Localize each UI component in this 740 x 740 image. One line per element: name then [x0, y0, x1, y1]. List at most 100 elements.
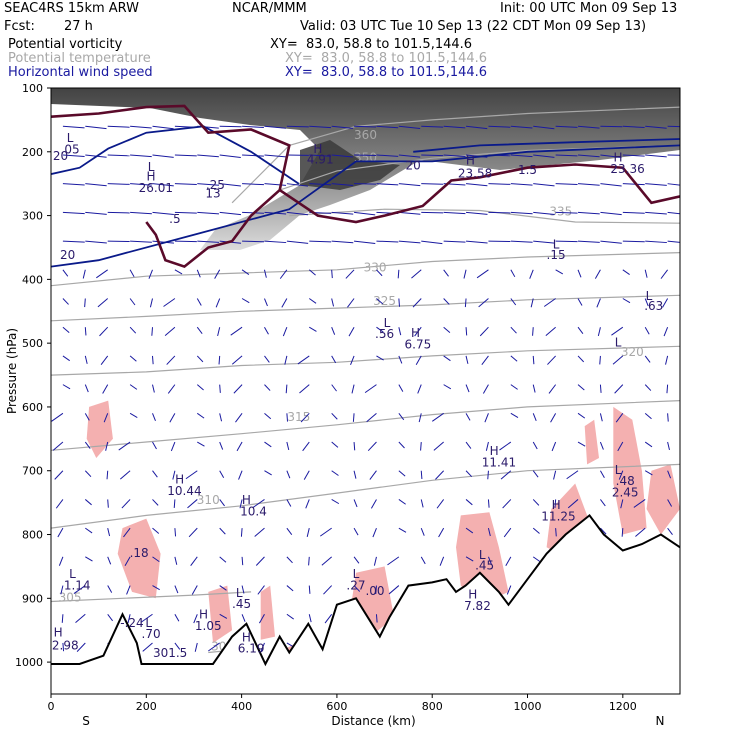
- wind-arrow-301: [532, 413, 537, 421]
- wind-arrow-184: [412, 298, 422, 308]
- theta-isentrope-7: [289, 208, 680, 224]
- wind-arrow-185: [443, 298, 450, 305]
- wind-arrow-71: [398, 183, 421, 187]
- wind-arrow-376: [331, 499, 340, 505]
- wind-arrow-262: [285, 384, 288, 394]
- wind-arrow-82: [645, 183, 667, 186]
- wind-arrow-276: [599, 384, 602, 393]
- wind-arrow-19: [488, 125, 511, 128]
- wind-arrow-407: [398, 527, 407, 533]
- wind-arrow-455: [219, 585, 227, 591]
- wind-arrow-91: [219, 211, 242, 216]
- wind-arrow-435: [387, 556, 400, 566]
- wind-arrow-151: [308, 269, 316, 276]
- legend-pv-xy: XY= 83.0, 58.8 to 101.5,144.6: [270, 37, 473, 52]
- wind-arrow-309: [84, 441, 91, 449]
- wind-arrow-4: [152, 125, 174, 130]
- wind-arrow-428: [241, 556, 244, 566]
- rh-region-3: [260, 585, 275, 640]
- field-label-10: 4.91: [307, 152, 334, 166]
- wind-arrow-135: [577, 240, 600, 243]
- wind-arrow-224: [62, 355, 70, 362]
- field-label-59: 301.5: [153, 646, 187, 660]
- wind-arrow-44: [421, 154, 444, 157]
- wind-arrow-229: [166, 355, 176, 365]
- wind-arrow-189: [530, 298, 534, 308]
- theta-label-5: 325: [373, 294, 396, 308]
- wind-arrow-355: [487, 470, 489, 480]
- wind-arrow-294: [366, 412, 377, 423]
- wind-arrow-216: [510, 326, 517, 334]
- wind-arrow-110: [645, 211, 667, 215]
- wind-arrow-31: [130, 154, 152, 158]
- wind-arrow-351: [398, 470, 406, 477]
- wind-arrow-121: [264, 240, 287, 244]
- wind-arrow-266: [364, 384, 377, 394]
- wind-arrow-278: [644, 384, 652, 391]
- wind-arrow-33: [174, 154, 197, 157]
- wind-arrow-42: [376, 154, 399, 157]
- wind-arrow-173: [163, 298, 176, 307]
- wind-arrow-450: [107, 585, 113, 593]
- wind-arrow-66: [286, 183, 309, 187]
- field-label-15: H: [614, 150, 623, 164]
- field-label-51: 1.05: [195, 619, 222, 633]
- wind-arrow-320: [331, 441, 339, 448]
- wind-arrow-293: [352, 413, 355, 422]
- wind-arrow-331: [577, 441, 586, 447]
- wind-arrow-249: [612, 355, 624, 365]
- wind-arrow-200: [151, 327, 153, 336]
- wind-arrow-21: [533, 125, 555, 130]
- wind-arrow-426: [190, 556, 198, 566]
- wind-arrow-143: [129, 269, 135, 278]
- wind-arrow-413: [532, 527, 540, 534]
- wind-arrow-126: [376, 240, 399, 243]
- wind-arrow-49: [533, 154, 555, 158]
- wind-arrow-0: [62, 125, 85, 129]
- wind-arrow-108: [600, 211, 622, 216]
- theta-label-6: 330: [364, 261, 387, 275]
- wind-arrow-182: [376, 298, 384, 305]
- wind-arrow-220: [597, 327, 601, 337]
- wind-arrow-383: [487, 499, 490, 508]
- wind-arrow-334: [644, 441, 653, 448]
- wind-arrow-456: [241, 585, 245, 594]
- wind-arrow-255: [129, 384, 138, 390]
- wind-arrow-205: [264, 326, 269, 335]
- wind-arrow-221: [611, 326, 624, 336]
- field-label-30: 10.4: [240, 504, 267, 518]
- wind-arrow-86: [107, 211, 130, 214]
- wind-arrow-513: [260, 642, 265, 653]
- wind-arrow-347: [303, 470, 310, 480]
- wind-arrow-225: [84, 355, 88, 364]
- wind-arrow-345: [264, 470, 272, 476]
- wind-arrow-509: [174, 642, 181, 650]
- wind-arrow-129: [443, 240, 466, 243]
- wind-arrow-287: [219, 413, 223, 422]
- wind-arrow-300: [510, 412, 519, 418]
- wind-arrow-453: [174, 585, 179, 594]
- wind-arrow-77: [533, 183, 555, 187]
- x-tick-label-1: 200: [136, 700, 157, 713]
- wind-arrow-113: [85, 240, 107, 244]
- wind-arrow-9: [264, 125, 286, 129]
- wind-arrow-370: [187, 499, 198, 509]
- wind-arrow-485: [258, 614, 265, 624]
- wind-arrow-457: [257, 585, 265, 595]
- wind-arrow-317: [264, 441, 272, 448]
- wind-arrow-88: [152, 211, 174, 215]
- y-tick-label-0: 100: [22, 82, 43, 95]
- wind-arrow-201: [164, 326, 176, 336]
- wind-arrow-59: [130, 183, 152, 186]
- wind-arrow-154: [376, 269, 383, 277]
- wind-arrow-375: [305, 499, 310, 509]
- endpoint-left-label: S: [82, 714, 90, 728]
- x-tick-label-6: 1200: [609, 700, 637, 713]
- wind-arrow-199: [129, 326, 137, 334]
- wind-arrow-236: [331, 355, 337, 364]
- wind-arrow-84: [62, 211, 85, 215]
- wind-arrow-74: [465, 183, 488, 187]
- wind-arrow-157: [443, 269, 449, 277]
- wind-arrow-377: [353, 499, 358, 508]
- wind-arrow-26: [645, 125, 667, 129]
